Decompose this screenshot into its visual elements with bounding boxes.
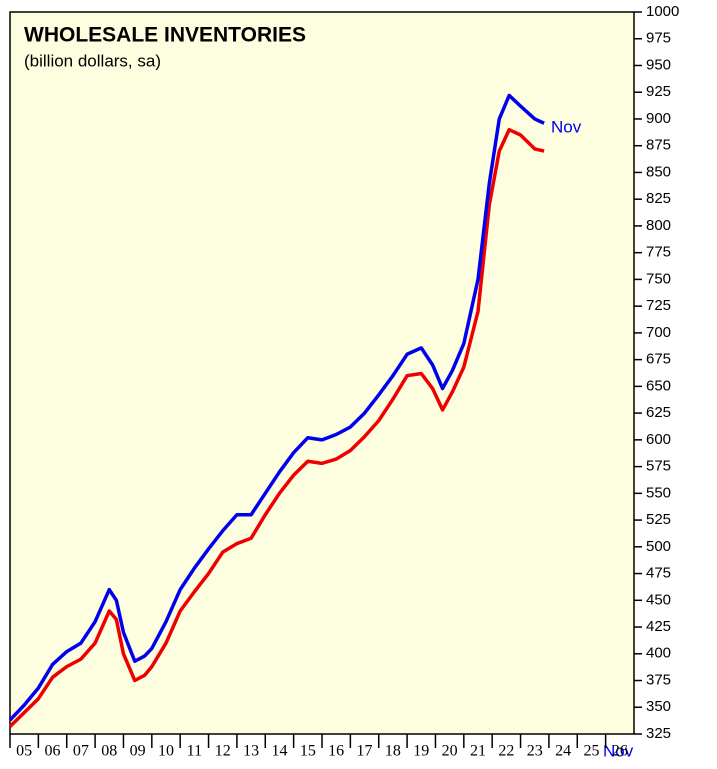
y-tick-label: 450 xyxy=(646,591,671,608)
x-tick-label: 19 xyxy=(413,743,429,760)
x-tick-label: 08 xyxy=(101,743,117,760)
y-tick-label: 750 xyxy=(646,270,671,287)
x-tick-label: 10 xyxy=(158,743,174,760)
x-tick-label: 14 xyxy=(271,743,287,760)
y-tick-label: 575 xyxy=(646,458,671,475)
annotation: Nov xyxy=(603,741,634,760)
annotation: Nov xyxy=(551,117,582,136)
y-tick-label: 900 xyxy=(646,110,671,127)
y-tick-label: 650 xyxy=(646,377,671,394)
x-tick-label: 18 xyxy=(385,743,401,760)
x-tick-label: 07 xyxy=(73,743,89,760)
x-tick-label: 24 xyxy=(555,743,571,760)
y-tick-label: 475 xyxy=(646,565,671,582)
line-series xyxy=(8,127,545,728)
y-tick-label: 700 xyxy=(646,324,671,341)
plot-area xyxy=(9,11,635,735)
line-series xyxy=(8,93,545,722)
x-tick-label: 12 xyxy=(215,743,231,760)
x-tick-label: 23 xyxy=(527,743,543,760)
y-tick-label: 425 xyxy=(646,618,671,635)
y-tick-label: 625 xyxy=(646,404,671,421)
y-tick-label: 350 xyxy=(646,698,671,715)
y-tick-label: 525 xyxy=(646,511,671,528)
x-tick-label: 21 xyxy=(470,743,486,760)
y-tick-label: 850 xyxy=(646,163,671,180)
x-tick-label: 09 xyxy=(130,743,146,760)
y-tick-label: 825 xyxy=(646,190,671,207)
y-tick-label: 400 xyxy=(646,645,671,662)
chart-title: WHOLESALE INVENTORIES xyxy=(24,24,306,47)
x-tick-label: 26 xyxy=(612,743,628,760)
y-tick-label: 375 xyxy=(646,671,671,688)
y-tick-label: 725 xyxy=(646,297,671,314)
y-tick-label: 875 xyxy=(646,137,671,154)
x-tick-label: 17 xyxy=(357,743,373,760)
x-tick-label: 16 xyxy=(328,743,344,760)
x-tick-label: 05 xyxy=(16,743,32,760)
y-tick-label: 950 xyxy=(646,56,671,73)
chart-subtitle: (billion dollars, sa) xyxy=(24,51,161,70)
y-tick-label: 675 xyxy=(646,351,671,368)
y-tick-label: 600 xyxy=(646,431,671,448)
y-tick-label: 975 xyxy=(646,30,671,47)
x-tick-label: 20 xyxy=(442,743,458,760)
x-tick-label: 11 xyxy=(187,743,202,760)
y-tick-label: 325 xyxy=(646,725,671,742)
y-tick-label: 800 xyxy=(646,217,671,234)
y-tick-label: 925 xyxy=(646,83,671,100)
y-tick-label: 775 xyxy=(646,244,671,261)
y-tick-label: 1000 xyxy=(646,3,679,20)
y-tick-label: 500 xyxy=(646,538,671,555)
x-tick-label: 15 xyxy=(300,743,316,760)
y-tick-label: 550 xyxy=(646,484,671,501)
x-tick-label: 13 xyxy=(243,743,259,760)
x-tick-label: 06 xyxy=(45,743,61,760)
x-tick-label: 22 xyxy=(498,743,514,760)
x-tick-label: 25 xyxy=(583,743,599,760)
